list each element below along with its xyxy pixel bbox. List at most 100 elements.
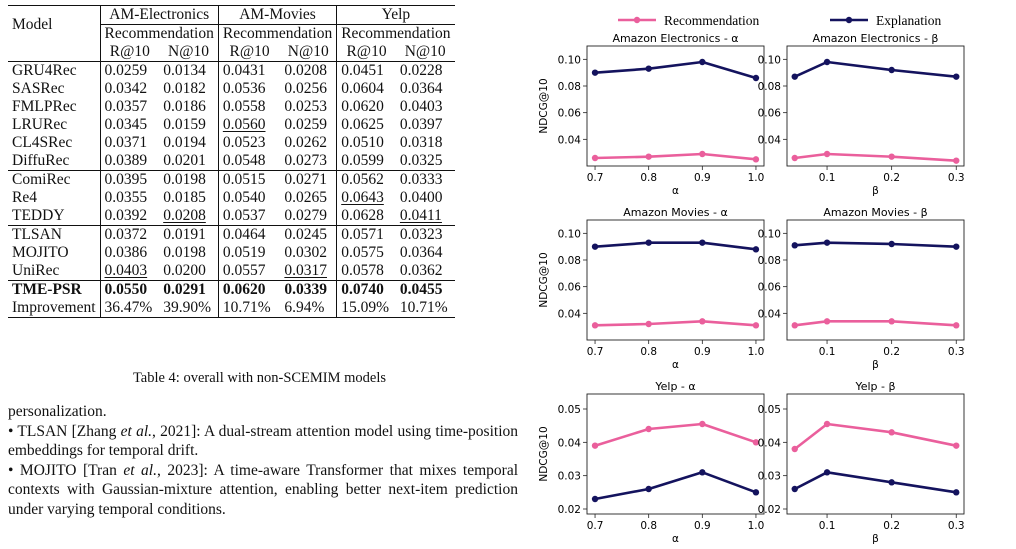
metric-value: 0.0200 — [163, 262, 206, 279]
x-tick-label: 0.2 — [883, 520, 900, 532]
metric-value: 0.0537 — [222, 207, 266, 224]
table-row: Improvement 36.47% 39.90% 10.71% 6.94% 15.09%… — [8, 299, 455, 318]
header-dataset: AM-Movies — [217, 5, 337, 25]
metric-value: 0.0403 — [104, 262, 148, 279]
metric-value: 0.0317 — [284, 262, 327, 279]
metric-cell: 0.0317 — [280, 262, 336, 281]
metric-value: 0.0540 — [222, 189, 266, 206]
metric-cell: 0.0562 — [336, 170, 396, 189]
metric-cell: 0.0510 — [336, 134, 396, 152]
metric-cell: 0.0262 — [280, 134, 336, 152]
data-point — [591, 243, 599, 250]
metric-cell: 0.0362 — [396, 262, 455, 281]
table-caption: Table 4: overall with non-SCEMIM models — [132, 370, 387, 386]
metric-cell: 0.0620 — [336, 98, 396, 116]
y-tick-label: 0.04 — [758, 437, 782, 449]
data-point — [823, 469, 831, 476]
metric-value: 0.0395 — [104, 171, 148, 188]
y-axis-label: NDCG@10 — [538, 252, 550, 307]
y-tick-label: 0.04 — [558, 308, 582, 320]
metric-value: 0.0159 — [163, 116, 206, 133]
metric-cell: 0.0198 — [159, 171, 218, 190]
y-tick-label: 0.08 — [558, 255, 581, 267]
metric-cell: 0.0198 — [159, 244, 218, 262]
metric-cell: 0.0575 — [336, 244, 396, 262]
metric-value: 0.0372 — [104, 226, 148, 243]
metric-cell: 0.0200 — [159, 262, 218, 281]
data-point — [752, 489, 760, 496]
panel-frame — [586, 393, 765, 515]
metric-cell: 0.0265 — [280, 189, 336, 207]
metric-value: 0.0392 — [104, 207, 148, 224]
metric-value: 0.0228 — [399, 62, 443, 79]
data-point — [591, 442, 599, 449]
metric-value: 0.0510 — [341, 134, 384, 151]
data-point — [888, 66, 895, 74]
metric-value: 0.0245 — [284, 226, 327, 243]
metric-value: 0.0628 — [341, 207, 384, 224]
y-tick-label: 0.10 — [758, 54, 781, 66]
metric-cell: 39.90% — [159, 299, 218, 318]
metric-cell: 0.0397 — [396, 116, 455, 134]
metric-cell: 0.0389 — [99, 152, 160, 171]
table-row: ComiRec 0.0395 0.0198 0.0515 0.0271 0.0562 0.0… — [8, 170, 455, 190]
metric-cell: 0.0159 — [159, 116, 218, 134]
metric-value: 0.0364 — [399, 80, 443, 97]
data-point — [953, 157, 960, 164]
metric-value: 0.0536 — [222, 80, 266, 97]
metric-value: 0.0208 — [284, 62, 327, 79]
metric-cell: 0.0364 — [396, 80, 455, 98]
metric-cell: 0.0355 — [99, 189, 160, 207]
metric-value: 10.71% — [399, 299, 448, 316]
x-tick-label: 1.0 — [748, 346, 765, 358]
series-line-explanation — [594, 470, 757, 501]
model-name: Improvement — [12, 299, 96, 316]
header-metric: R@10 — [217, 43, 281, 62]
data-point — [591, 69, 599, 76]
metric-value: 0.0620 — [222, 281, 266, 298]
metric-cell: 15.09% — [336, 299, 396, 318]
y-tick-label: 0.04 — [758, 308, 782, 320]
metric-value: 36.47% — [104, 299, 153, 316]
metric-value: 15.09% — [341, 299, 389, 316]
y-tick-label: 0.08 — [558, 81, 581, 93]
paragraph-mojito: • MOJITO [Tran et al., 2023]: A time-awa… — [8, 461, 518, 518]
data-point — [791, 242, 798, 249]
metric-value: 0.0182 — [163, 80, 206, 97]
metric-cell: 0.0643 — [336, 189, 396, 207]
metric-cell: 0.0302 — [280, 244, 336, 262]
data-point — [645, 153, 652, 160]
header-task: Recommendation — [336, 24, 455, 43]
metric-value: 0.0740 — [341, 281, 384, 298]
metric-cell: 0.0271 — [280, 171, 336, 190]
model-name: ComiRec — [12, 171, 71, 188]
data-point — [752, 322, 760, 329]
table-row: MOJITO 0.0386 0.0198 0.0519 0.0302 0.0575 0.03… — [8, 244, 455, 262]
x-tick-label: 0.1 — [819, 346, 836, 358]
x-tick-label: 0.8 — [640, 520, 657, 532]
table-row: UniRec 0.0403 0.0200 0.0557 0.0317 0.0578 0.03… — [8, 262, 455, 281]
metric-value: 0.0333 — [399, 171, 443, 188]
y-tick-label: 0.02 — [558, 504, 581, 516]
model-name: SASRec — [12, 80, 65, 97]
metric-cell: 0.0604 — [336, 80, 396, 98]
data-point — [823, 318, 831, 325]
panel-frame — [786, 45, 965, 167]
data-point — [645, 65, 652, 72]
metric-value: 0.0523 — [222, 134, 266, 151]
panel-title: Amazon Electronics - β — [813, 32, 939, 45]
metric-value: 0.0411 — [399, 207, 442, 224]
panel-title: Amazon Electronics - α — [612, 32, 738, 45]
metric-value: 0.0355 — [104, 189, 148, 206]
header-metric: R@10 — [99, 43, 160, 62]
table-row: TME-PSR 0.0550 0.0291 0.0620 0.0339 0.0740 0.0… — [8, 280, 455, 299]
series-line-recommendation — [594, 152, 757, 161]
x-axis-label: β — [872, 533, 879, 545]
metric-value: 0.0259 — [284, 116, 327, 133]
metric-cell: 0.0372 — [99, 225, 160, 244]
metric-value: 0.0558 — [222, 98, 266, 115]
y-tick-label: 0.04 — [558, 437, 582, 449]
x-tick-label: 0.1 — [819, 520, 836, 532]
data-point — [953, 73, 960, 80]
header-task: Recommendation — [99, 24, 219, 43]
